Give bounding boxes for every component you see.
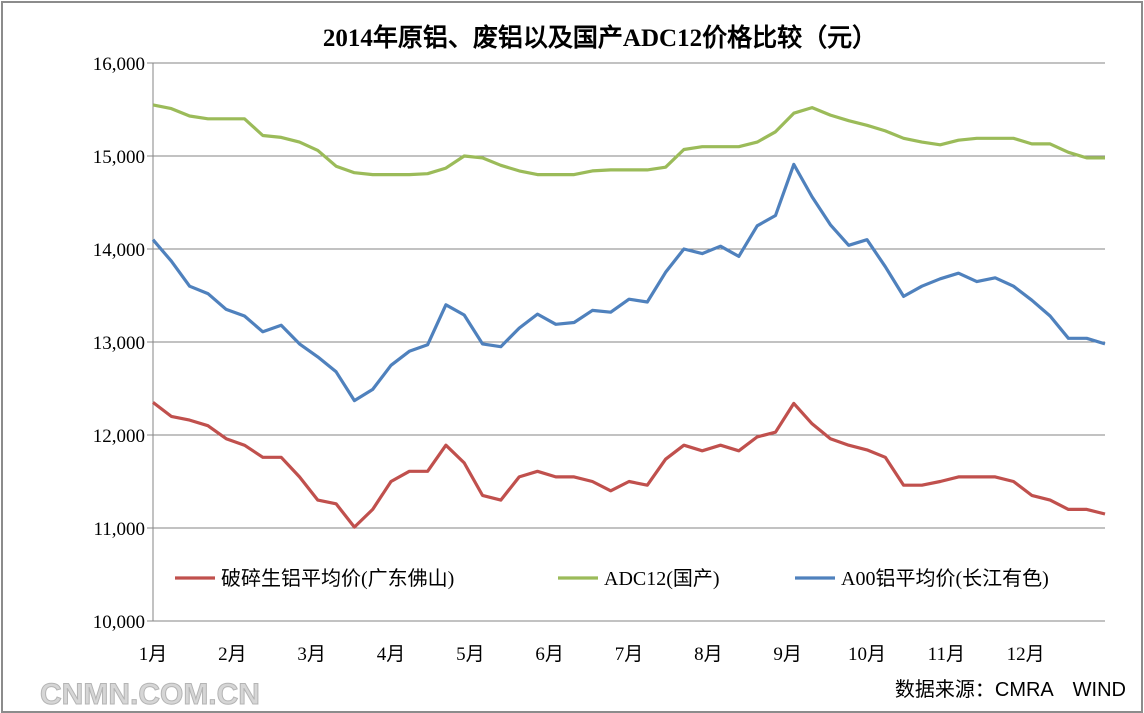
y-tick-label: 16,000 [93,54,145,75]
series-line [152,401,1106,529]
x-tick-label: 1月 [139,644,168,665]
source-note: 数据来源：CMRA WIND [895,678,1126,701]
y-tick-label: 12,000 [93,426,145,447]
legend: 破碎生铝平均价(广东佛山) ADC12(国产) A00铝平均价(长江有色) [175,567,1049,590]
x-tick-label: 9月 [773,644,802,665]
x-tick-label: 2月 [218,644,247,665]
chart-title: 2014年原铝、废铝以及国产ADC12价格比较（元） [323,23,877,52]
x-tick-label: 8月 [694,644,723,665]
watermark-logo: CNMN.COM.CN [40,678,260,711]
x-tick-label: 12月 [1007,644,1045,665]
x-tick-label: 11月 [928,644,965,665]
series-line [152,103,1105,177]
y-tick-label: 15,000 [93,147,145,168]
legend-label: 破碎生铝平均价(广东佛山) [221,567,454,590]
series-line [151,162,1106,403]
x-tick-label: 3月 [297,644,326,665]
x-tick-label: 6月 [535,644,564,665]
y-tick-label: 14,000 [93,240,145,261]
legend-label: ADC12(国产) [604,567,720,590]
y-tick-label: 10,000 [93,612,145,633]
y-tick-label: 13,000 [93,333,145,354]
gridlines [147,62,1105,622]
x-tick-label: 10月 [848,644,886,665]
series-lines [151,103,1106,529]
y-tick-label: 11,000 [93,519,145,540]
y-tick-labels: 10,000 11,000 12,000 13,000 14,000 15,000 16,0… [93,54,145,633]
x-tick-labels: 1月 2月 3月 4月 5月 6月 7月 8月 9月 10月 11月 12月 [139,644,1045,665]
x-tick-label: 5月 [456,644,485,665]
x-tick-label: 4月 [377,644,406,665]
legend-label: A00铝平均价(长江有色) [841,567,1049,590]
x-tick-label: 7月 [615,644,644,665]
